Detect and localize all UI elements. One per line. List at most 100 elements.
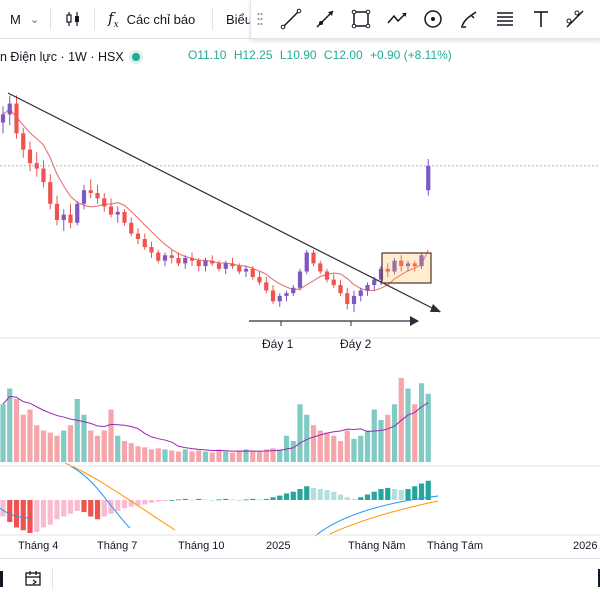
macd-bar (216, 499, 222, 501)
circle-icon[interactable] (421, 7, 445, 31)
candle-body (216, 263, 222, 269)
volume-bar (378, 420, 384, 462)
interval-button[interactable]: M (10, 0, 21, 38)
signal-line-right (329, 500, 439, 535)
volume-bar (88, 430, 94, 462)
candle-body (297, 271, 303, 288)
candle-body (169, 255, 174, 258)
text-icon[interactable] (529, 7, 553, 31)
macd-line-left (0, 507, 31, 519)
chart-canvas[interactable] (0, 38, 600, 538)
volume-bar (317, 430, 323, 462)
volume-pane (0, 337, 600, 462)
volume-bar (0, 404, 6, 462)
candle-body (392, 260, 397, 272)
volume-bar (418, 383, 425, 462)
candle-body (338, 285, 343, 294)
consolidation-box (381, 252, 432, 284)
templates-button[interactable]: Biểu (226, 0, 252, 38)
macd-bar (256, 499, 263, 501)
candle-body (183, 257, 188, 264)
x-tick-label: Tháng 10 (178, 540, 225, 552)
macd-bar (297, 489, 303, 500)
moving-average-line (2, 108, 429, 292)
macd-bar (34, 500, 40, 532)
candle-body (122, 211, 127, 223)
volume-bar (101, 430, 107, 462)
rectangle-icon[interactable] (349, 7, 373, 31)
volume-bar (331, 435, 337, 462)
macd-bar (317, 489, 323, 500)
calendar-icon[interactable] (24, 569, 42, 587)
candle-body (257, 276, 262, 283)
macd-bar (229, 499, 236, 501)
x-tick-label: Tháng 4 (18, 540, 59, 552)
signal-line (64, 462, 176, 531)
interval-label: M (10, 11, 21, 27)
volume-bar (425, 393, 431, 462)
bottom-toolbar (0, 558, 600, 601)
candle-body (81, 190, 87, 204)
candle-body (412, 263, 417, 267)
volume-bar (324, 432, 330, 462)
chevron-down-icon[interactable]: ⌄ (30, 13, 40, 26)
macd-bar (378, 489, 384, 500)
candle-body (331, 279, 336, 286)
macd-bar (121, 500, 128, 509)
macd-bar (351, 498, 357, 500)
macd-bar (47, 500, 53, 525)
candle-body (264, 282, 269, 291)
market-status-icon (131, 53, 140, 61)
macd-bar (405, 489, 411, 500)
trend-line-icon[interactable] (279, 7, 303, 31)
candle-body (399, 260, 404, 267)
macd-bar (263, 498, 269, 500)
macd-bar (175, 499, 182, 501)
symbol-legend[interactable]: n Điện lực · 1W · HSX (0, 48, 140, 66)
indicators-button[interactable]: fx Các chỉ báo (108, 0, 195, 38)
candle-body (48, 182, 53, 204)
volume-bar (256, 451, 263, 462)
chart-type-button[interactable] (64, 0, 82, 38)
path-icon[interactable] (385, 7, 409, 31)
fx-icon: fx (108, 8, 119, 30)
macd-bar (209, 500, 215, 501)
support-arrowhead (410, 316, 419, 326)
ray-icon[interactable] (313, 7, 337, 31)
volume-bar (250, 450, 256, 462)
volume-bar (364, 430, 371, 462)
macd-bar (54, 500, 60, 520)
volume-bar (20, 414, 26, 462)
volume-bar (13, 399, 20, 462)
open-value: O11.10 (188, 48, 227, 62)
candle-body (21, 133, 26, 150)
candle-body (162, 255, 168, 261)
volume-bar (202, 451, 209, 462)
macd-bar (391, 489, 398, 500)
volume-bar (391, 404, 398, 462)
macd-bar (196, 498, 202, 500)
measure-icon[interactable] (563, 7, 587, 31)
fib-retracement-icon[interactable] (493, 7, 517, 31)
candle-body (250, 268, 255, 277)
drag-handle-icon[interactable] (257, 12, 263, 26)
volume-bar (297, 404, 303, 462)
candle-body (75, 203, 80, 223)
candle-body (291, 287, 296, 294)
candle-body (372, 279, 377, 286)
macd-bar (74, 500, 80, 511)
volume-bar (310, 425, 317, 462)
macd-bar (358, 497, 364, 500)
macd-line-right (314, 495, 439, 537)
macd-bar (94, 500, 101, 520)
volume-bar (290, 441, 296, 462)
macd-bar (128, 500, 134, 507)
volume-bar (189, 451, 195, 462)
volume-bar (54, 435, 60, 462)
volume-bar (304, 414, 310, 462)
macd-bar (148, 500, 155, 503)
symbol-label: n Điện lực · 1W · HSX (0, 50, 124, 64)
brush-icon[interactable] (457, 7, 481, 31)
candle-body (0, 114, 6, 123)
price-pane (0, 92, 600, 326)
